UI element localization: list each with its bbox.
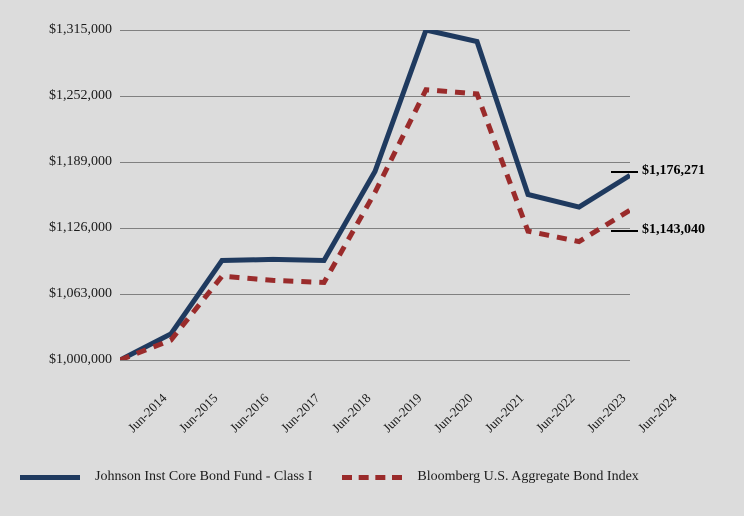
y-tick-label: $1,315,000 <box>49 22 112 38</box>
x-tick-label: Jun-2020 <box>431 390 477 436</box>
x-tick-label: Jun-2017 <box>278 390 324 436</box>
y-tick-label: $1,252,000 <box>49 88 112 104</box>
legend-label-0: Johnson Inst Core Bond Fund - Class I <box>95 468 312 486</box>
legend: Johnson Inst Core Bond Fund - Class I Bl… <box>20 468 720 508</box>
y-tick-label: $1,000,000 <box>49 352 112 368</box>
x-tick-label: Jun-2016 <box>227 390 273 436</box>
y-tick-label: $1,189,000 <box>49 154 112 170</box>
legend-item-1: Bloomberg U.S. Aggregate Bond Index <box>342 468 638 486</box>
legend-item-0: Johnson Inst Core Bond Fund - Class I <box>20 468 312 486</box>
series-end-label: $1,176,271 <box>642 163 705 179</box>
x-tick-label: Jun-2024 <box>635 390 681 436</box>
x-tick-label: Jun-2015 <box>176 390 222 436</box>
gridline <box>120 360 630 361</box>
legend-swatch-1 <box>342 475 402 480</box>
legend-label-1: Bloomberg U.S. Aggregate Bond Index <box>417 468 638 486</box>
y-tick-label: $1,126,000 <box>49 220 112 236</box>
series-end-label: $1,143,040 <box>642 222 705 238</box>
legend-swatch-0 <box>20 475 80 480</box>
x-tick-label: Jun-2023 <box>584 390 630 436</box>
end-label-connector <box>611 230 638 232</box>
x-tick-label: Jun-2019 <box>380 390 426 436</box>
growth-chart: $1,000,000 $1,063,000 $1,126,000 $1,189,000… <box>0 0 744 516</box>
end-label-connector <box>611 171 638 173</box>
chart-lines <box>120 30 630 360</box>
x-tick-label: Jun-2014 <box>125 390 171 436</box>
y-tick-label: $1,063,000 <box>49 286 112 302</box>
x-tick-label: Jun-2018 <box>329 390 375 436</box>
x-tick-label: Jun-2021 <box>482 390 528 436</box>
series-line <box>120 90 630 360</box>
x-tick-label: Jun-2022 <box>533 390 579 436</box>
plot-area <box>120 30 630 360</box>
